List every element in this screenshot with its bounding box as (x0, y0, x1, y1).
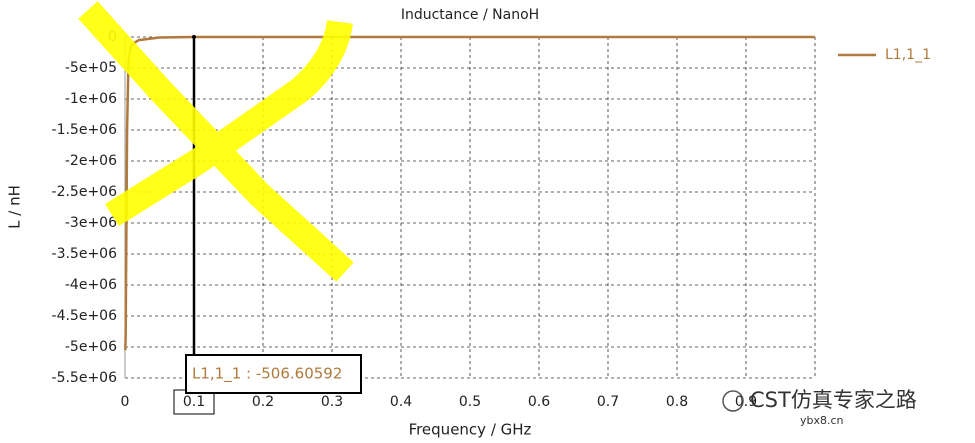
x-tick-label: 0.6 (528, 394, 550, 410)
y-tick-label: -5.5e+06 (52, 370, 118, 386)
x-tick-label: 0.1 (183, 394, 205, 410)
plot-area: 0 -5e+05 -1e+06 -1.5e+06 -2e+06 -2.5e+06 -3e+0… (52, 29, 816, 415)
x-tick-label: 0.7 (597, 394, 619, 410)
x-tick-label: 0.8 (666, 394, 688, 410)
marker-point (192, 35, 196, 40)
watermark-site: ybx8.cn (800, 414, 844, 427)
highlight-stroke (105, 19, 353, 227)
y-tick-label: -3.5e+06 (52, 246, 118, 262)
y-tick-label: -5e+05 (65, 60, 117, 76)
y-tick-label: -1.5e+06 (52, 122, 118, 138)
x-tick-label: 0.5 (459, 394, 481, 410)
marker-label-box (185, 354, 362, 394)
watermark-text: CST仿真专家之路 (750, 388, 917, 412)
x-tick-label: 0.4 (390, 394, 412, 410)
y-tick-label: -5e+06 (65, 339, 117, 355)
x-tick-label: 0 (121, 394, 130, 410)
legend-label: L1,1_1 (885, 47, 931, 63)
y-tick-label: -2.5e+06 (52, 184, 118, 200)
y-axis-label: L / nH (6, 185, 24, 229)
chart-title: Inductance / NanoH (401, 7, 539, 23)
y-tick-label: -1e+06 (65, 91, 117, 107)
x-tick-label: 0.9 (735, 394, 757, 410)
marker-label: L1,1_1 : -506.60592 (192, 365, 342, 384)
watermark-icon (722, 390, 744, 412)
x-tick-label: 0.2 (252, 394, 274, 410)
x-axis-label: Frequency / GHz (409, 421, 532, 439)
x-tick-label: 0.3 (321, 394, 343, 410)
highlight (78, 1, 354, 282)
y-tick-label: -2e+06 (65, 153, 117, 169)
watermark: CST仿真专家之路 ybx8.cn (722, 388, 917, 427)
y-tick-label: -4.5e+06 (52, 308, 118, 324)
y-tick-label: -3e+06 (65, 215, 117, 231)
y-tick-label: -4e+06 (65, 277, 117, 293)
